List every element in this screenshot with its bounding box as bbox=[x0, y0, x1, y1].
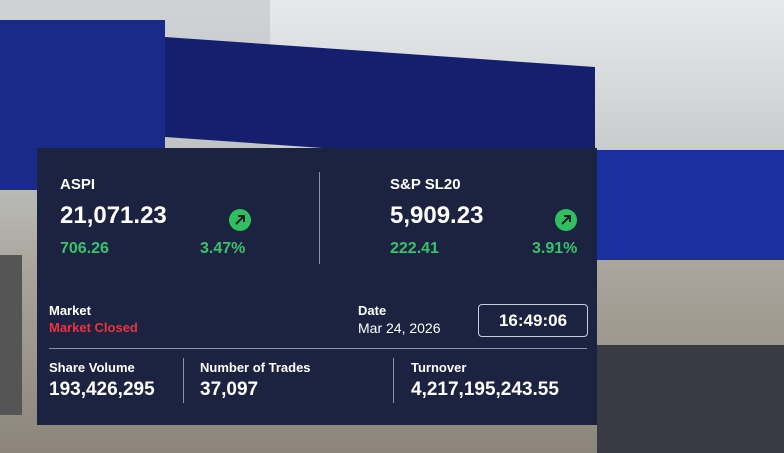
market-label: Market bbox=[49, 303, 91, 318]
index-value: 21,071.23 bbox=[60, 202, 167, 229]
index-name: ASPI bbox=[60, 176, 96, 193]
stat-value: 193,426,295 bbox=[49, 379, 155, 400]
arrow bbox=[561, 215, 571, 225]
up-icon bbox=[555, 209, 577, 231]
date-label: Date bbox=[358, 303, 387, 318]
index-name: S&P SL20 bbox=[390, 176, 461, 193]
stat-label: Share Volume bbox=[49, 360, 135, 375]
time: 16:49:06 bbox=[498, 311, 568, 330]
ticker-board-right bbox=[597, 150, 784, 260]
divider bbox=[49, 348, 587, 349]
index-percent: 3.91% bbox=[532, 240, 578, 257]
index-percent: 3.47% bbox=[200, 240, 246, 257]
time-box: 16:49:06 bbox=[478, 304, 588, 337]
stat-label: Turnover bbox=[411, 360, 467, 375]
divider bbox=[319, 172, 320, 264]
date-value: Mar 24, 2026 bbox=[358, 320, 441, 336]
divider bbox=[393, 358, 394, 403]
stat-value: 37,097 bbox=[200, 379, 259, 400]
market-status: Market Closed bbox=[49, 320, 138, 335]
index-change: 222.41 bbox=[390, 240, 439, 257]
stat-label: Number of Trades bbox=[200, 360, 311, 375]
divider bbox=[183, 358, 184, 403]
index-change: 706.26 bbox=[60, 240, 109, 257]
arrow bbox=[235, 215, 245, 225]
index-value: 5,909.23 bbox=[390, 202, 484, 229]
stat-value: 4,217,195,243.55 bbox=[411, 379, 559, 400]
market-panel: ASPI 21,071.23 706.26 3.47% S&P SL20 5,9… bbox=[37, 148, 597, 425]
floor-desks bbox=[597, 345, 784, 453]
up-icon bbox=[229, 209, 251, 231]
pillar bbox=[0, 255, 22, 415]
